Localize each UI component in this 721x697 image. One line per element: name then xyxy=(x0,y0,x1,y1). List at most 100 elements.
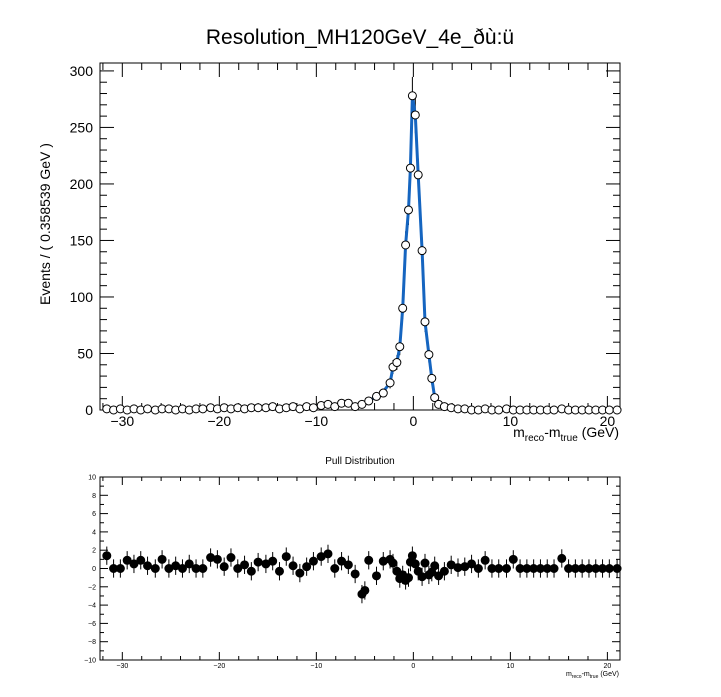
pull-y-tick-label: 0 xyxy=(92,566,96,573)
pull-data-point xyxy=(212,554,222,564)
main-data-point xyxy=(407,91,417,101)
pull-data-points xyxy=(102,549,622,599)
main-y-tick-label: 100 xyxy=(70,289,94,305)
main-data-point xyxy=(612,405,622,415)
pull-plot: Pull Distribution −30 −20 −10 0 10 20−10−8−6−… xyxy=(84,456,622,680)
pull-data-point xyxy=(430,561,440,571)
main-data-point xyxy=(398,303,408,313)
pull-data-point xyxy=(115,564,125,573)
pull-data-point xyxy=(480,555,490,565)
pull-data-point xyxy=(288,561,298,571)
pull-data-point xyxy=(439,566,449,576)
pull-data-point xyxy=(604,564,614,573)
main-x-tick-label: −20 xyxy=(207,413,231,429)
pull-data-point xyxy=(501,564,511,573)
pull-data-point xyxy=(226,553,236,563)
pull-data-point xyxy=(473,564,483,573)
pull-data-point xyxy=(157,554,167,564)
pull-data-point xyxy=(219,562,229,572)
pull-data-point xyxy=(253,557,263,567)
pull-data-point xyxy=(350,569,360,579)
pull-data-point xyxy=(612,564,622,573)
pull-y-tick-label: 8 xyxy=(92,493,96,500)
main-x-tick-label: 20 xyxy=(600,413,616,429)
pull-x-label-unit: (GeV) xyxy=(598,671,619,678)
main-y-tick-label: 0 xyxy=(85,402,93,418)
pull-x-label-reco: reco xyxy=(572,674,582,680)
pull-data-point xyxy=(323,549,333,559)
pull-data-point xyxy=(360,585,370,595)
pull-plot-title: Pull Distribution xyxy=(325,456,394,467)
pull-x-label-m: m xyxy=(566,671,572,678)
main-data-point xyxy=(364,396,374,406)
pull-data-point xyxy=(295,568,305,578)
pull-data-point xyxy=(371,571,381,581)
pull-data-point xyxy=(343,560,353,570)
pull-data-point xyxy=(136,555,146,565)
pull-data-point xyxy=(122,555,132,565)
main-data-point xyxy=(385,378,395,388)
pull-data-point xyxy=(508,554,518,564)
pull-data-point xyxy=(198,564,208,573)
main-data-point xyxy=(413,170,423,180)
pull-data-point xyxy=(364,555,374,565)
main-y-tick-label: 150 xyxy=(70,232,94,248)
main-data-point xyxy=(253,403,263,413)
main-y-tick-label: 50 xyxy=(77,345,93,361)
pull-data-point xyxy=(410,559,420,569)
main-x-axis-label: mreco-mtrue (GeV) xyxy=(513,424,619,444)
pull-data-point xyxy=(467,559,477,569)
main-data-point xyxy=(424,350,434,360)
pull-x-tick-label: −20 xyxy=(213,663,225,670)
main-x-label-m: m xyxy=(513,424,525,440)
main-data-point xyxy=(198,404,208,414)
pull-data-point xyxy=(143,561,153,571)
main-data-point xyxy=(143,404,153,414)
pull-data-point xyxy=(177,564,187,573)
pull-data-point xyxy=(281,552,291,562)
pull-data-point xyxy=(184,559,194,569)
pull-y-tick-label: −4 xyxy=(88,603,96,610)
main-x-label-reco: reco xyxy=(525,433,545,444)
pull-y-tick-label: −2 xyxy=(88,584,96,591)
pull-x-axis-label: mreco-mtrue (GeV) xyxy=(566,671,619,680)
pull-x-tick-label: 10 xyxy=(506,663,514,670)
pull-x-tick-label: 20 xyxy=(603,663,611,670)
pull-y-tick-label: −10 xyxy=(84,658,96,665)
main-data-point xyxy=(604,405,614,415)
main-data-point xyxy=(378,388,388,398)
pull-data-point xyxy=(404,573,414,583)
pull-y-tick-label: −8 xyxy=(88,639,96,646)
main-data-point xyxy=(392,358,402,368)
pull-x-tick-label: 0 xyxy=(411,663,415,670)
main-data-point xyxy=(395,342,405,352)
pull-data-point xyxy=(268,556,278,566)
main-data-point xyxy=(549,405,559,415)
pull-y-tick-label: 4 xyxy=(92,529,96,536)
pull-data-point xyxy=(308,556,318,566)
pull-data-point xyxy=(549,564,559,573)
pull-y-tick-label: 2 xyxy=(92,548,96,555)
pull-data-point xyxy=(557,553,567,563)
main-x-tick-label: −10 xyxy=(304,413,328,429)
main-data-point xyxy=(427,373,437,383)
pull-y-tick-label: 6 xyxy=(92,511,96,518)
pull-data-point xyxy=(407,551,417,561)
pull-y-tick-label: −6 xyxy=(88,621,96,628)
main-data-point xyxy=(430,393,440,403)
main-x-tick-label: 0 xyxy=(409,413,417,429)
pull-data-point xyxy=(246,566,256,576)
main-y-tick-label: 300 xyxy=(70,63,94,79)
pull-y-tick-label: 10 xyxy=(88,475,96,482)
main-y-axis-label: Events / ( 0.358539 GeV ) xyxy=(37,143,53,305)
pull-data-point xyxy=(434,571,444,581)
main-error-bars xyxy=(103,76,621,411)
main-data-point xyxy=(494,405,504,415)
pull-data-point xyxy=(274,566,284,576)
main-data-point xyxy=(420,317,430,327)
pull-data-point xyxy=(102,551,112,561)
main-data-point xyxy=(404,205,414,215)
